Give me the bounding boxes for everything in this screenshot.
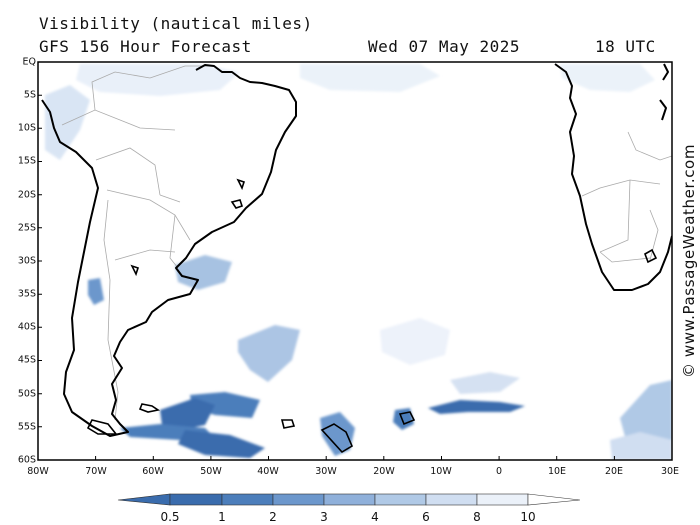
axis-ticks [37, 61, 673, 461]
lon-label-0: 0 [495, 466, 503, 477]
lon-label-60w: 60W [142, 466, 164, 477]
lat-label-55s: 55S [17, 421, 36, 433]
lat-label-5s: 5S [23, 89, 36, 101]
legend-label-2: 2 [269, 510, 277, 524]
lon-label-10e: 10E [547, 466, 567, 477]
legend-label-10: 10 [520, 510, 536, 524]
lon-label-10w: 10W [430, 466, 452, 477]
forecast-label: GFS 156 Hour Forecast [39, 37, 252, 56]
legend-swatch-8 [476, 493, 529, 506]
legend-swatch-7 [425, 493, 478, 506]
legend-label-3: 3 [320, 510, 328, 524]
legend-label-0-5: 0.5 [160, 510, 180, 524]
legend-swatch-3 [221, 493, 274, 506]
chart-title: Visibility (nautical miles) [39, 14, 313, 33]
legend-label-8: 8 [473, 510, 481, 524]
lat-label-20s: 20S [17, 189, 36, 201]
legend-swatch-6 [374, 493, 427, 506]
islands [86, 178, 658, 454]
lat-label-25s: 25S [17, 222, 36, 234]
lat-label-30s: 30S [17, 255, 36, 267]
legend-swatch-9 [527, 493, 581, 506]
lat-label-eq: EQ [22, 56, 36, 68]
legend-swatch-1 [117, 493, 171, 506]
lon-label-30e: 30E [660, 466, 680, 477]
lat-label-35s: 35S [17, 288, 36, 300]
legend-bar [117, 493, 581, 506]
legend-label-1: 1 [218, 510, 226, 524]
lon-label-80w: 80W [27, 466, 49, 477]
lon-label-50w: 50W [200, 466, 222, 477]
coastlines [41, 63, 672, 437]
lon-label-20w: 20W [373, 466, 395, 477]
legend-swatch-4 [272, 493, 325, 506]
lat-label-40s: 40S [17, 321, 36, 333]
lon-label-30w: 30W [315, 466, 337, 477]
lat-label-15s: 15S [17, 155, 36, 167]
lon-label-20e: 20E [604, 466, 624, 477]
lon-label-70w: 70W [85, 466, 107, 477]
legend-label-6: 6 [422, 510, 430, 524]
watermark: © www.PassageWeather.com [679, 62, 699, 460]
lat-label-50s: 50S [17, 388, 36, 400]
forecast-time: 18 UTC [595, 37, 656, 56]
watermark-text: © www.PassageWeather.com [680, 143, 698, 379]
lat-label-60s: 60S [17, 454, 36, 466]
forecast-date: Wed 07 May 2025 [368, 37, 520, 56]
visibility-areas [45, 64, 672, 460]
lon-label-40w: 40W [257, 466, 279, 477]
lat-label-10s: 10S [17, 122, 36, 134]
legend-label-4: 4 [371, 510, 379, 524]
legend-swatch-2 [169, 493, 223, 506]
lat-label-45s: 45S [17, 354, 36, 366]
legend-swatch-5 [323, 493, 376, 506]
country-borders [61, 65, 672, 421]
